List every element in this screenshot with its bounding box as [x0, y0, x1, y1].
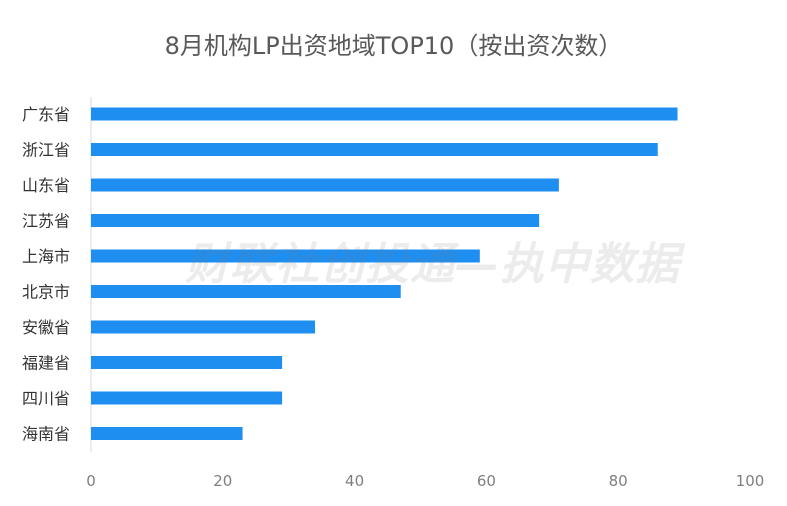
bar [91, 320, 316, 334]
category-label: 福建省 [22, 354, 70, 373]
x-tick-label: 40 [345, 472, 364, 490]
category-label: 江苏省 [22, 212, 70, 231]
bar [91, 178, 559, 192]
x-tick-label: 20 [213, 472, 232, 490]
category-label: 上海市 [22, 247, 70, 266]
category-label: 广东省 [22, 105, 70, 124]
category-label: 海南省 [22, 425, 70, 444]
bar [91, 107, 678, 121]
bar [91, 249, 480, 263]
bar [91, 285, 401, 298]
bar [91, 143, 658, 156]
x-tick-label: 100 [736, 472, 765, 490]
x-tick-label: 0 [86, 472, 96, 490]
x-tick-label: 80 [609, 472, 628, 490]
category-label: 浙江省 [22, 141, 70, 160]
x-tick-label: 60 [477, 472, 496, 490]
chart-title: 8月机构LP出资地域TOP10（按出资次数） [164, 32, 623, 60]
bar [91, 214, 540, 227]
category-label: 安徽省 [22, 318, 70, 337]
bar [91, 356, 283, 369]
category-label: 四川省 [22, 389, 70, 408]
bar [91, 391, 283, 405]
category-label: 北京市 [22, 283, 70, 302]
bar [91, 427, 243, 440]
category-label: 山东省 [22, 176, 70, 195]
